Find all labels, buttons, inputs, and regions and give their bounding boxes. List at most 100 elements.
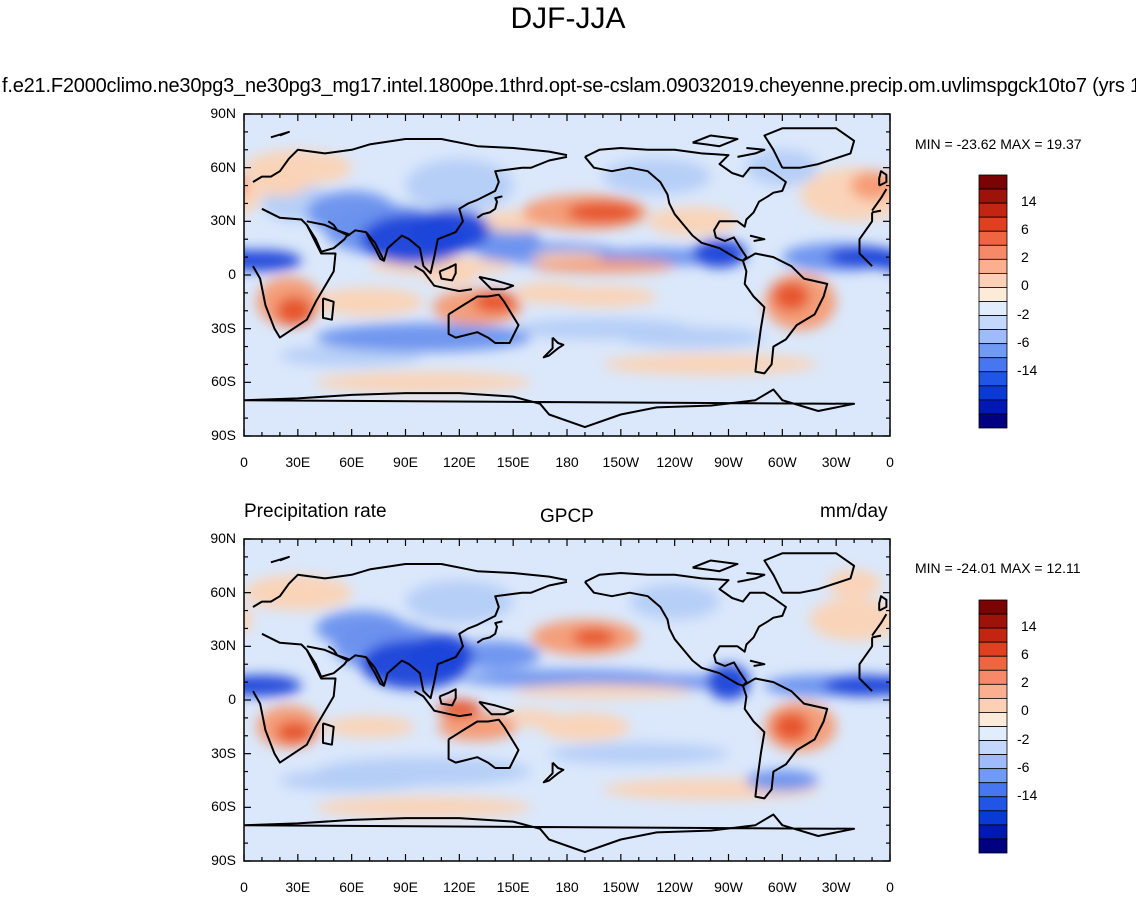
obs-colorbar <box>978 599 1008 854</box>
x-tick-label: 90E <box>393 454 418 470</box>
colorbar-swatch <box>978 329 1008 345</box>
y-tick-label: 90S <box>211 427 236 443</box>
precip-anomaly-blob <box>809 598 890 641</box>
colorbar-swatch <box>978 202 1008 218</box>
x-tick-label: 180 <box>555 879 579 895</box>
precip-anomaly-blob <box>773 712 810 742</box>
colorbar-swatch <box>978 244 1008 260</box>
coastline <box>871 634 882 639</box>
coastline <box>476 195 503 219</box>
colorbar-swatch <box>978 838 1008 854</box>
precip-anomaly-blob <box>504 708 559 727</box>
coastline <box>252 207 337 339</box>
coastline <box>542 336 565 359</box>
coastline <box>692 559 739 573</box>
y-tick-label: 30S <box>211 744 236 761</box>
coastline <box>306 580 568 700</box>
x-tick-label: 150W <box>602 454 640 470</box>
coastline <box>306 155 568 275</box>
model-colorbar <box>978 174 1008 429</box>
colorbar-swatch <box>978 824 1008 840</box>
colorbar-swatch <box>978 413 1008 429</box>
precip-anomaly-blob <box>410 208 490 252</box>
x-tick-label: 120W <box>656 879 693 895</box>
precip-anomaly-blob <box>244 149 352 186</box>
x-tick-label: 120W <box>656 454 693 470</box>
x-tick-label: 60W <box>767 454 797 470</box>
x-tick-label: 0 <box>240 879 248 895</box>
obs-center-label: GPCP <box>540 506 594 527</box>
colorbar-label: 6 <box>1021 646 1029 663</box>
y-tick-label: 30S <box>211 319 236 336</box>
precip-anomaly-blob <box>244 250 253 265</box>
colorbar-swatch <box>978 174 1008 190</box>
x-tick-label: 120E <box>442 879 476 895</box>
precip-anomaly-blob <box>773 282 810 311</box>
coastline <box>858 637 874 692</box>
precip-anomaly-blob <box>315 371 532 394</box>
colorbar-label: 0 <box>1021 277 1029 294</box>
y-tick-label: 0 <box>228 266 236 282</box>
precip-anomaly-blob <box>315 287 424 317</box>
precip-anomaly-blob <box>602 353 819 376</box>
coastline <box>322 297 335 321</box>
colorbar-swatch <box>978 669 1008 685</box>
coastline <box>322 722 335 746</box>
y-tick-label: 60N <box>210 583 236 600</box>
colorbar-swatch <box>978 230 1008 246</box>
precip-anomaly-blob <box>602 158 711 195</box>
obs-right-label: mm/day <box>820 501 888 522</box>
colorbar-swatch <box>978 683 1008 699</box>
coastline <box>478 700 515 716</box>
colorbar-label: 14 <box>1021 618 1037 635</box>
axis-ticks <box>243 538 891 862</box>
precip-anomaly-blob <box>405 158 514 213</box>
colorbar-swatch <box>978 655 1008 671</box>
colorbar-label: -2 <box>1017 305 1030 322</box>
precip-anomaly-blob <box>279 769 424 792</box>
coastline <box>365 231 385 262</box>
colorbar-swatch <box>978 301 1008 316</box>
colorbar-swatch <box>978 188 1008 204</box>
colorbar-swatch <box>978 371 1008 387</box>
colorbar-swatch <box>978 399 1008 415</box>
y-tick-label: 0 <box>228 691 236 707</box>
colorbar-swatch <box>978 357 1008 373</box>
coastline <box>871 188 888 212</box>
precip-anomaly-blob <box>706 664 751 700</box>
precip-anomaly-blob <box>746 769 819 792</box>
x-tick-label: 30E <box>285 879 311 895</box>
axis-ticks <box>243 113 891 437</box>
precip-anomaly-blob <box>315 323 532 352</box>
coastlines <box>244 127 888 429</box>
colorbar-label: -2 <box>1017 730 1030 747</box>
colorbar-swatch <box>978 782 1008 798</box>
colorbar-label: 6 <box>1021 221 1029 238</box>
coastline <box>447 293 520 344</box>
x-tick-label: 30W <box>821 454 851 470</box>
y-tick-label: 60N <box>210 158 236 175</box>
figure-title: DJF-JJA <box>510 2 626 35</box>
coastline <box>270 555 290 564</box>
coastline <box>447 718 520 769</box>
y-tick-label: 90N <box>210 530 236 546</box>
coastline <box>252 563 568 608</box>
colorbar-swatch <box>978 216 1008 232</box>
colorbar-swatch <box>978 697 1008 713</box>
precip-anomaly-blob <box>629 583 720 620</box>
x-tick-label: 90W <box>714 879 743 895</box>
coastline <box>737 147 766 158</box>
precip-anomaly-blob <box>827 569 882 599</box>
x-tick-label: 150E <box>496 454 530 470</box>
precip-anomaly-blob <box>800 167 890 222</box>
precip-anomaly-blob <box>244 174 262 215</box>
colorbar-label: -6 <box>1017 333 1030 350</box>
colorbar-label: 2 <box>1021 674 1029 691</box>
precip-anomaly-blob <box>513 683 693 699</box>
coastline <box>478 275 515 291</box>
precip-anomaly-blob <box>540 712 630 742</box>
obs-map-panel <box>243 538 891 862</box>
colorbar-swatch <box>978 796 1008 812</box>
coastline <box>692 134 739 148</box>
model-min-max: MIN = -23.62 MAX = 19.37 <box>915 136 1082 152</box>
